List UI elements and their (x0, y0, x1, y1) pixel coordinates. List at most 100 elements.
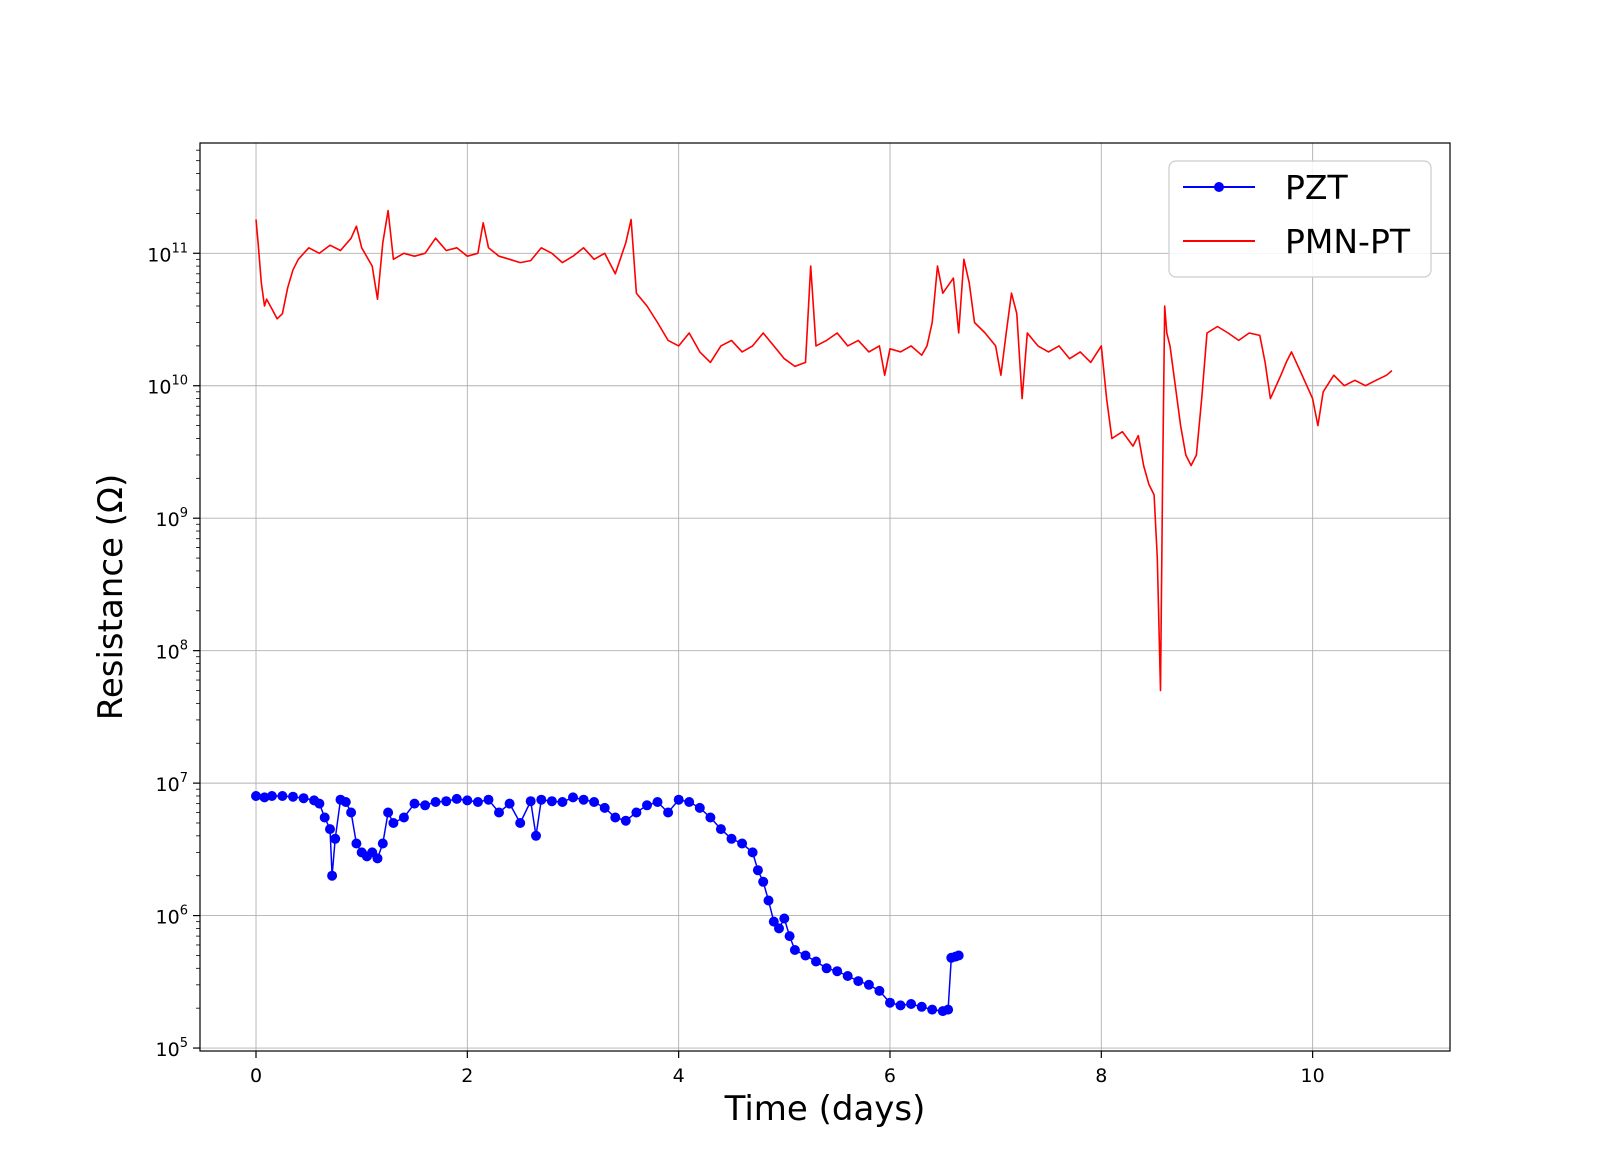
legend: PZT PMN-PT (1168, 160, 1432, 278)
data-point (409, 798, 420, 809)
data-point (568, 792, 578, 803)
legend-pzt-marker (1214, 182, 1224, 192)
y-axis-label: Resistance (Ω) (91, 474, 131, 721)
y-tick-label: 1010 (147, 374, 188, 399)
data-point (472, 797, 483, 807)
data-point (546, 796, 557, 807)
y-tick-label: 109 (156, 506, 188, 531)
data-point (842, 971, 853, 981)
data-point (398, 812, 409, 823)
data-point (943, 1004, 954, 1015)
data-point (953, 950, 964, 961)
series-layer (251, 209, 1393, 1017)
series-pzt (251, 791, 964, 1017)
data-point (763, 895, 774, 906)
data-point (610, 812, 621, 823)
data-point (832, 966, 843, 977)
data-point (298, 793, 309, 804)
x-tick-label: 4 (673, 1065, 685, 1087)
data-point (525, 796, 536, 807)
data-point (715, 824, 726, 835)
data-point (737, 838, 748, 849)
data-point (752, 865, 763, 876)
x-axis: 0 2 4 6 8 10 (250, 1051, 1325, 1087)
data-point (351, 838, 362, 849)
data-point (694, 802, 705, 813)
y-tick-label: 1011 (147, 241, 188, 266)
data-point (684, 797, 695, 807)
data-point (631, 807, 642, 818)
data-point (430, 797, 441, 807)
y-tick-label: 105 (156, 1036, 188, 1061)
data-point (885, 997, 895, 1008)
series-line (255, 209, 1393, 692)
data-point (642, 800, 652, 811)
data-point (451, 793, 462, 804)
data-point (663, 807, 674, 818)
x-axis-label: Time (days) (724, 1089, 926, 1129)
data-point (531, 830, 541, 841)
data-point (821, 963, 832, 974)
y-tick-label: 106 (156, 904, 188, 929)
x-tick-label: 8 (1095, 1065, 1107, 1087)
data-point (462, 795, 473, 806)
data-point (277, 791, 288, 801)
data-point (758, 876, 769, 887)
data-point (388, 818, 399, 828)
data-point (874, 985, 885, 996)
grid-lines (200, 143, 1450, 1051)
data-point (325, 824, 335, 835)
data-point (789, 945, 800, 955)
legend-pmn-pt-label: PMN-PT (1285, 222, 1411, 261)
data-point (377, 838, 388, 849)
legend-box (1168, 160, 1432, 278)
data-point (800, 950, 811, 961)
data-point (327, 870, 338, 881)
data-point (774, 923, 784, 934)
y-tick-label: 108 (156, 639, 188, 664)
data-point (779, 913, 790, 924)
data-point (652, 797, 663, 807)
legend-pzt-label: PZT (1285, 168, 1349, 207)
data-point (927, 1004, 938, 1015)
data-point (673, 794, 684, 805)
data-point (863, 979, 874, 990)
data-point (319, 812, 330, 823)
data-point (259, 792, 270, 803)
x-tick-label: 6 (884, 1065, 896, 1087)
x-tick-label: 10 (1301, 1065, 1325, 1087)
data-point (346, 807, 357, 818)
data-point (599, 802, 610, 813)
data-point (916, 1001, 927, 1012)
data-point (340, 797, 351, 807)
data-point (288, 791, 298, 802)
data-point (747, 847, 758, 858)
data-point (515, 818, 526, 828)
data-point (441, 796, 452, 807)
data-point (906, 999, 917, 1009)
data-point (811, 956, 821, 967)
data-point (536, 794, 547, 805)
plot-frame (199, 142, 1451, 1052)
data-point (383, 807, 394, 818)
series-pmn-pt (255, 209, 1393, 692)
data-point (705, 812, 716, 823)
data-point (726, 833, 737, 844)
x-tick-label: 0 (250, 1065, 262, 1087)
data-point (620, 815, 631, 826)
data-point (314, 798, 325, 809)
data-point (494, 807, 504, 818)
data-point (251, 791, 261, 801)
data-point (768, 916, 779, 927)
data-point (784, 931, 795, 942)
data-point (557, 797, 568, 807)
data-point (578, 794, 589, 805)
data-point (589, 797, 600, 807)
data-point (895, 1000, 906, 1011)
data-point (420, 800, 431, 811)
data-point (266, 791, 277, 801)
y-tick-label: 107 (156, 771, 188, 796)
data-point (372, 853, 383, 864)
data-point (483, 794, 494, 805)
